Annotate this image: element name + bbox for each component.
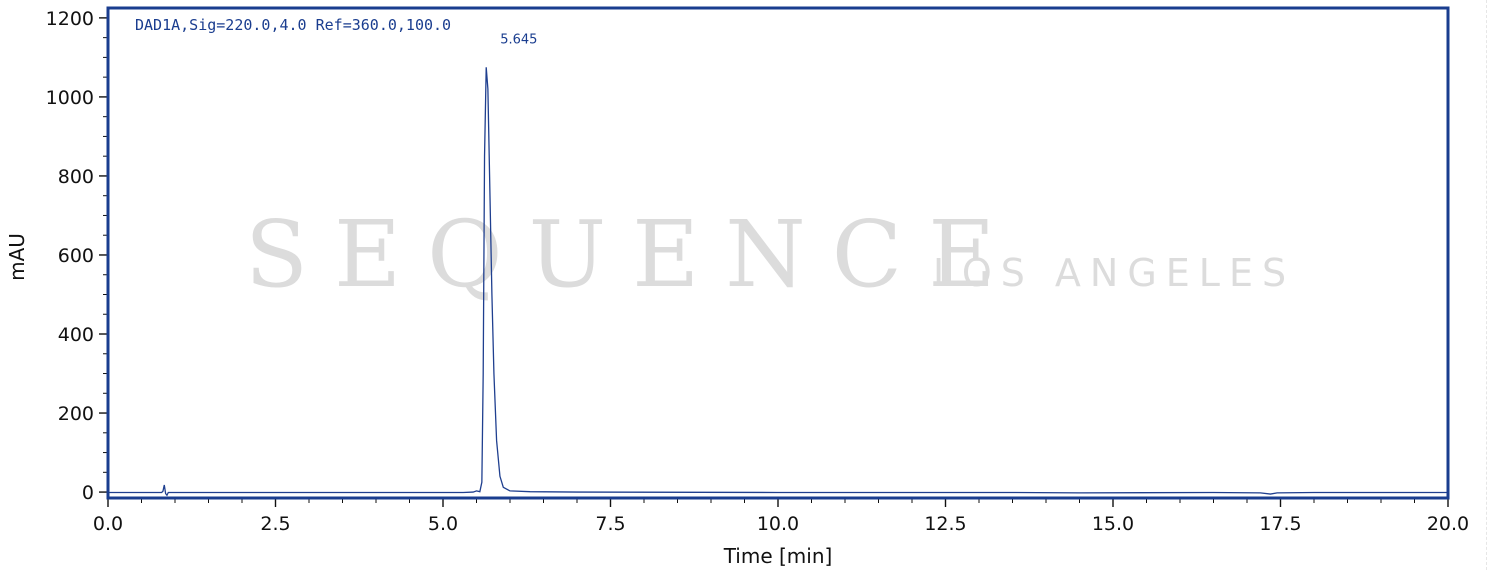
y-tick-label: 400 [58,324,94,346]
watermark: SEQUENCE LOS ANGELES [245,201,1295,308]
x-tick-label: 5.0 [428,513,458,535]
signal-trace [108,67,1448,497]
x-tick-label: 17.5 [1259,513,1301,535]
x-tick-label: 20.0 [1427,513,1469,535]
x-tick-label: 10.0 [757,513,799,535]
y-tick-label: 600 [58,245,94,267]
x-tick-label: 7.5 [595,513,625,535]
y-tick-label: 1000 [46,87,94,109]
y-tick-label: 200 [58,403,94,425]
peak-label: 5.645 [500,32,537,47]
page-edge-divider [1486,0,1489,570]
signal-label: DAD1A,Sig=220.0,4.0 Ref=360.0,100.0 [135,16,451,34]
plot-frame [106,6,1450,500]
x-tick-label: 12.5 [924,513,966,535]
y-axis-ticks: 0 200 400 600 800 1000 1200 [46,8,108,504]
x-tick-label: 15.0 [1092,513,1134,535]
y-axis-title: mAU [5,233,29,281]
y-tick-label: 800 [58,166,94,188]
y-tick-label: 1200 [46,8,94,30]
x-axis-title: Time [min] [723,544,833,568]
x-axis-ticks: 0.0 2.5 5.0 7.5 10.0 12.5 15.0 17.5 20.0 [93,498,1469,535]
watermark-main: SEQUENCE [245,201,1021,308]
y-tick-label: 0 [82,482,94,504]
x-tick-label: 0.0 [93,513,123,535]
watermark-sub: LOS ANGELES [933,251,1295,295]
peak-labels: 5.645 [500,32,537,47]
x-tick-label: 2.5 [260,513,290,535]
